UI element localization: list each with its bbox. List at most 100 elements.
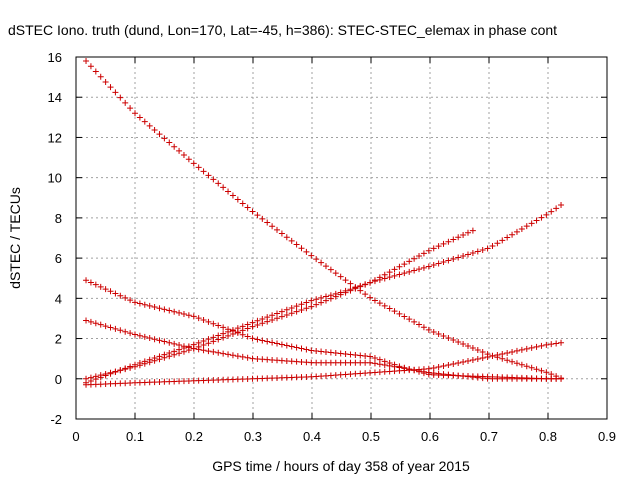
data-point <box>342 277 349 284</box>
data-point <box>156 131 163 138</box>
series-4 <box>83 277 565 382</box>
data-point <box>234 196 241 203</box>
data-point <box>416 253 423 260</box>
data-point <box>391 272 398 279</box>
data-point <box>538 367 545 374</box>
y-tick-label: 6 <box>55 251 62 266</box>
data-point <box>195 164 202 171</box>
data-point <box>460 253 467 260</box>
data-point <box>92 320 99 327</box>
data-point <box>362 291 369 298</box>
data-point <box>464 251 471 258</box>
data-point <box>435 370 442 377</box>
data-point <box>479 354 486 361</box>
data-point <box>112 325 119 332</box>
data-point <box>176 342 183 349</box>
data-point <box>161 135 168 142</box>
data-point <box>558 375 565 382</box>
data-point <box>420 324 427 331</box>
data-point <box>401 270 408 277</box>
data-point <box>367 359 374 366</box>
data-point <box>156 305 163 312</box>
x-tick-label: 0.9 <box>598 429 616 444</box>
x-tick-label: 0.3 <box>244 429 262 444</box>
data-point <box>450 256 457 263</box>
data-point <box>494 351 501 358</box>
x-tick-label: 0.4 <box>303 429 321 444</box>
data-point <box>176 309 183 316</box>
data-point <box>322 349 329 356</box>
data-point <box>509 348 516 355</box>
data-point <box>406 268 413 275</box>
data-point <box>234 353 241 360</box>
data-point <box>425 247 432 254</box>
data-point <box>445 371 452 378</box>
data-point <box>371 278 378 285</box>
data-point <box>455 359 462 366</box>
data-point <box>107 369 114 376</box>
data-point <box>97 321 104 328</box>
data-point <box>293 344 300 351</box>
data-point <box>538 214 545 221</box>
data-point <box>548 208 555 215</box>
data-point <box>229 328 236 335</box>
data-point <box>352 352 359 359</box>
y-tick-label: 16 <box>48 50 62 65</box>
data-point <box>259 215 266 222</box>
data-point <box>313 256 320 263</box>
x-tick-label: 0.2 <box>185 429 203 444</box>
data-point <box>92 373 99 380</box>
data-point <box>185 312 192 319</box>
data-point <box>469 227 476 234</box>
data-point <box>489 243 496 250</box>
data-point <box>87 374 94 381</box>
x-tick-label: 0.6 <box>421 429 439 444</box>
data-point <box>244 325 251 332</box>
data-point <box>195 346 202 353</box>
data-point <box>225 326 232 333</box>
data-point <box>298 245 305 252</box>
data-point <box>180 348 187 355</box>
data-point <box>386 269 393 276</box>
data-point <box>553 205 560 212</box>
data-points <box>83 58 565 388</box>
data-point <box>102 286 109 293</box>
data-point <box>146 122 153 129</box>
x-tick-label: 0.5 <box>362 429 380 444</box>
data-point <box>200 347 207 354</box>
data-point <box>132 110 138 117</box>
data-point <box>430 245 437 252</box>
data-point <box>151 336 158 343</box>
data-point <box>293 308 300 315</box>
data-point <box>435 331 442 338</box>
data-point <box>474 347 481 354</box>
data-point <box>464 357 471 364</box>
data-point <box>469 249 476 256</box>
data-point <box>141 118 148 125</box>
y-tick-label: 8 <box>55 211 62 226</box>
data-point <box>528 344 535 351</box>
data-point <box>112 368 119 375</box>
data-point <box>474 248 481 255</box>
data-point <box>83 317 90 324</box>
data-point <box>469 345 476 352</box>
series-5 <box>83 317 565 382</box>
x-axis-label: GPS time / hours of day 358 of year 2015 <box>212 458 470 474</box>
data-point <box>171 143 178 150</box>
series-3 <box>83 201 565 382</box>
data-point <box>513 228 520 235</box>
data-point <box>386 274 393 281</box>
series-2 <box>83 227 476 386</box>
x-tick-label: 0.1 <box>126 429 144 444</box>
data-point <box>83 375 90 382</box>
data-point <box>440 362 447 369</box>
data-point <box>190 160 197 167</box>
data-point <box>499 237 506 244</box>
data-point <box>308 252 315 259</box>
data-point <box>244 204 251 211</box>
data-point <box>411 255 418 262</box>
data-point <box>200 342 207 349</box>
data-point <box>420 264 427 271</box>
data-point <box>460 358 467 365</box>
